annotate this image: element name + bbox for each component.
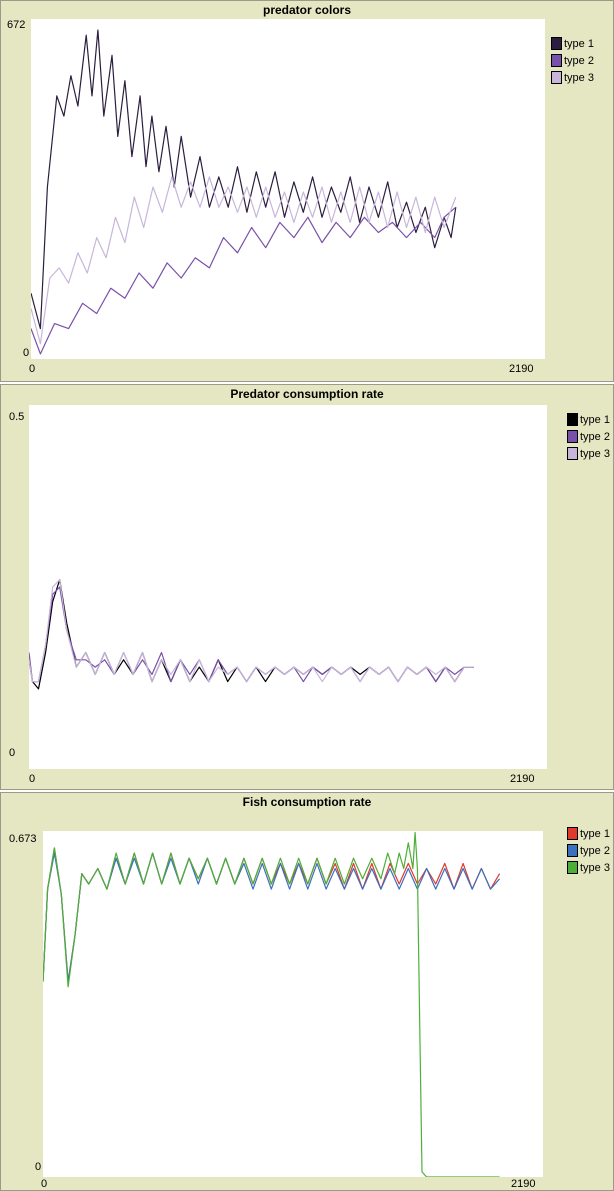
- x-min-label: 0: [29, 773, 36, 785]
- legend-swatch: [567, 430, 578, 443]
- legend-label: type 3: [580, 861, 610, 874]
- y-max-label: 0.673: [9, 833, 37, 845]
- legend-swatch: [567, 844, 578, 857]
- legend-label: type 3: [580, 447, 610, 460]
- legend-label: type 3: [564, 71, 594, 84]
- x-max-label: 2190: [509, 363, 534, 375]
- legend-label: type 2: [580, 430, 610, 443]
- plot-area: [29, 405, 547, 769]
- legend-swatch: [567, 413, 578, 426]
- plot-svg: [31, 29, 457, 355]
- series-line-1: [31, 29, 457, 330]
- x-min-label: 0: [41, 1178, 48, 1190]
- x-max-label: 2190: [510, 773, 535, 785]
- plot-area: [31, 19, 545, 359]
- legend-item-1: type 1: [567, 411, 610, 428]
- legend-item-2: type 2: [567, 842, 610, 859]
- legend: type 1 type 2 type 3: [567, 825, 610, 876]
- legend-item-3: type 3: [567, 445, 610, 462]
- plot-panel-predator-consumption-rate: Predator consumption rate 0.5 0 0 2190 t…: [0, 384, 614, 790]
- plot-panel-predator-colors: predator colors 672 0 0 2190 type 1 type …: [0, 0, 614, 382]
- series-line-3: [29, 579, 474, 683]
- series-line-3: [43, 831, 500, 1177]
- plot-panel-fish-consumption-rate: Fish consumption rate 0.673 0 0 2190 typ…: [0, 792, 614, 1191]
- legend-label: type 2: [580, 844, 610, 857]
- legend-label: type 1: [564, 37, 594, 50]
- y-min-label: 0: [9, 747, 16, 759]
- plot-svg: [29, 579, 474, 690]
- legend-swatch: [551, 71, 562, 84]
- plot-area: [43, 831, 543, 1177]
- x-min-label: 0: [29, 363, 36, 375]
- legend-swatch: [551, 54, 562, 67]
- legend: type 1 type 2 type 3: [567, 411, 610, 462]
- chart-title: Predator consumption rate: [230, 387, 384, 401]
- series-line-3: [31, 176, 457, 345]
- series-line-1: [43, 847, 501, 983]
- legend-swatch: [567, 447, 578, 460]
- legend-item-1: type 1: [567, 825, 610, 842]
- y-min-label: 0: [23, 347, 30, 359]
- legend-swatch: [551, 37, 562, 50]
- legend-item-1: type 1: [551, 35, 594, 52]
- legend-label: type 1: [580, 827, 610, 840]
- plot-svg: [43, 831, 501, 1177]
- legend-item-2: type 2: [551, 52, 594, 69]
- series-line-2: [31, 206, 457, 355]
- legend-swatch: [567, 827, 578, 840]
- chart-title: predator colors: [262, 3, 352, 17]
- legend-label: type 1: [580, 413, 610, 426]
- legend-label: type 2: [564, 54, 594, 67]
- legend-item-2: type 2: [567, 428, 610, 445]
- legend-item-3: type 3: [551, 69, 594, 86]
- y-max-label: 672: [7, 19, 26, 31]
- x-max-label: 2190: [511, 1178, 536, 1190]
- legend-swatch: [567, 861, 578, 874]
- y-min-label: 0: [35, 1161, 42, 1173]
- y-max-label: 0.5: [9, 411, 25, 423]
- chart-title: Fish consumption rate: [242, 795, 372, 809]
- legend: type 1 type 2 type 3: [551, 35, 594, 86]
- legend-item-3: type 3: [567, 859, 610, 876]
